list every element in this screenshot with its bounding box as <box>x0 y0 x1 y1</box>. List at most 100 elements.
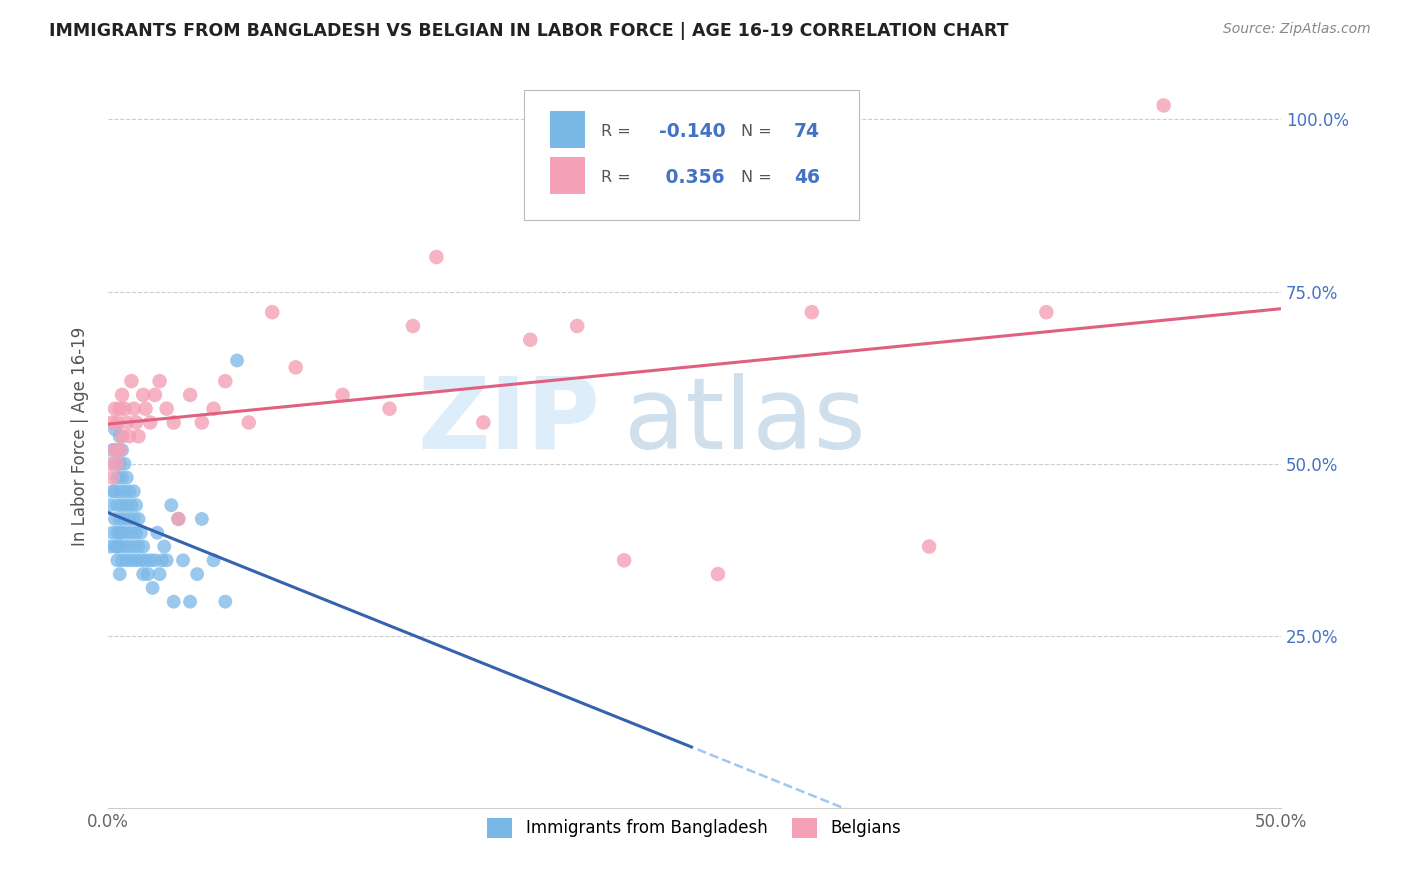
Point <box>156 553 179 567</box>
Point <box>98 540 121 554</box>
Point <box>425 250 447 264</box>
FancyBboxPatch shape <box>524 90 859 220</box>
Point <box>143 388 166 402</box>
Point <box>136 567 159 582</box>
Point <box>149 567 172 582</box>
Point <box>104 422 127 436</box>
Point <box>108 429 131 443</box>
Point <box>101 525 124 540</box>
Point <box>105 525 128 540</box>
Point <box>112 540 135 554</box>
Point <box>132 540 155 554</box>
Point <box>108 457 131 471</box>
Point <box>115 470 138 484</box>
Point <box>918 540 941 554</box>
Text: R =: R = <box>600 170 630 186</box>
Point <box>332 388 354 402</box>
Point <box>146 525 169 540</box>
Point <box>111 498 134 512</box>
Point <box>108 512 131 526</box>
Point <box>127 512 149 526</box>
Point <box>122 512 145 526</box>
Point <box>127 429 149 443</box>
Point <box>105 470 128 484</box>
Point <box>122 401 145 416</box>
Point <box>104 401 127 416</box>
Point <box>111 429 134 443</box>
Point <box>105 553 128 567</box>
Point <box>112 457 135 471</box>
Text: -0.140: -0.140 <box>659 121 725 141</box>
Point <box>226 353 249 368</box>
Text: R =: R = <box>600 124 630 138</box>
Point <box>101 484 124 499</box>
Point <box>179 388 201 402</box>
Point <box>105 416 128 430</box>
Point <box>104 540 127 554</box>
Point <box>163 595 186 609</box>
Text: 0.356: 0.356 <box>659 169 725 187</box>
Point <box>202 401 225 416</box>
Point <box>191 416 214 430</box>
Point <box>112 484 135 499</box>
Point <box>214 595 236 609</box>
Point <box>149 374 172 388</box>
FancyBboxPatch shape <box>550 111 585 148</box>
Legend: Immigrants from Bangladesh, Belgians: Immigrants from Bangladesh, Belgians <box>481 811 908 845</box>
Point <box>115 525 138 540</box>
Point <box>108 401 131 416</box>
Point <box>108 443 131 458</box>
Point <box>179 595 201 609</box>
Point <box>115 498 138 512</box>
Point <box>104 457 127 471</box>
Point <box>108 567 131 582</box>
Point <box>108 525 131 540</box>
Text: ZIP: ZIP <box>418 373 600 470</box>
Point <box>118 429 141 443</box>
Point <box>105 443 128 458</box>
Point <box>167 512 190 526</box>
Point <box>108 484 131 499</box>
Point <box>613 553 636 567</box>
Point <box>160 498 183 512</box>
Point <box>112 401 135 416</box>
Text: IMMIGRANTS FROM BANGLADESH VS BELGIAN IN LABOR FORCE | AGE 16-19 CORRELATION CHA: IMMIGRANTS FROM BANGLADESH VS BELGIAN IN… <box>49 22 1008 40</box>
Point <box>800 305 823 319</box>
Point <box>143 553 166 567</box>
Point <box>104 443 127 458</box>
Point <box>129 553 152 567</box>
Point <box>120 374 142 388</box>
FancyBboxPatch shape <box>550 157 585 194</box>
Point <box>101 470 124 484</box>
Text: N =: N = <box>741 170 772 186</box>
Point <box>472 416 495 430</box>
Point <box>118 484 141 499</box>
Point <box>101 443 124 458</box>
Text: 74: 74 <box>794 121 820 141</box>
Point <box>125 498 148 512</box>
Point <box>125 416 148 430</box>
Point <box>163 416 186 430</box>
Point <box>129 525 152 540</box>
Point <box>120 553 142 567</box>
Point <box>262 305 284 319</box>
Point <box>139 553 162 567</box>
Point <box>707 567 730 582</box>
Point <box>105 457 128 471</box>
Point <box>122 540 145 554</box>
Point <box>105 498 128 512</box>
Point <box>191 512 214 526</box>
Point <box>519 333 541 347</box>
Point <box>1035 305 1057 319</box>
Point <box>139 416 162 430</box>
Point <box>402 318 425 333</box>
Point <box>120 525 142 540</box>
Point <box>115 416 138 430</box>
Point <box>122 484 145 499</box>
Point <box>111 443 134 458</box>
Point <box>120 498 142 512</box>
Point <box>238 416 260 430</box>
Text: 46: 46 <box>794 169 820 187</box>
Point <box>111 470 134 484</box>
Point <box>156 401 179 416</box>
